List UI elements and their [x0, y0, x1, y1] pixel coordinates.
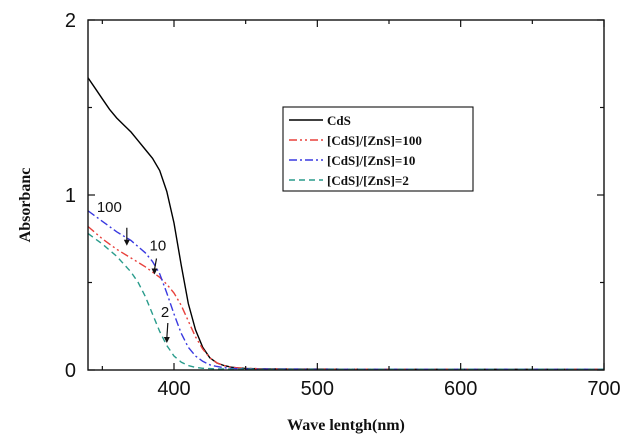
- axes-layer: 400 500 600 700 0 1 2: [65, 10, 621, 400]
- series-line-2: [88, 210, 604, 370]
- y-axis-title: Absorbanc: [17, 168, 34, 243]
- annotation-arrow-1: [153, 258, 158, 270]
- y-tick-label: 1: [65, 185, 76, 207]
- x-tick-label: 500: [301, 378, 334, 400]
- legend-label-2: [CdS]/[ZnS]=10: [327, 153, 415, 168]
- annotation-arrow-2: [166, 322, 169, 339]
- annotation-arrowhead-0: [123, 239, 130, 246]
- annotation-label-2: 2: [161, 304, 169, 321]
- series-line-3: [88, 232, 604, 370]
- legend-label-3: [CdS]/[ZnS]=2: [327, 173, 409, 188]
- x-tick-label: 400: [157, 378, 190, 400]
- x-axis-title: Wave lentgh(nm): [287, 417, 405, 434]
- annotation-arrowhead-1: [151, 268, 158, 275]
- x-tick-label: 700: [587, 378, 620, 400]
- annotation-label-1: 10: [150, 238, 167, 255]
- legend: CdS [CdS]/[ZnS]=100 [CdS]/[ZnS]=10 [CdS]/[Z…: [282, 106, 474, 192]
- annotation-label-0: 100: [97, 199, 122, 216]
- x-tick-label: 600: [444, 378, 477, 400]
- y-tick-label: 2: [65, 10, 76, 32]
- annotation-arrowhead-2: [163, 337, 170, 343]
- legend-label-1: [CdS]/[ZnS]=100: [327, 133, 422, 148]
- annotations: 100 10 2: [97, 199, 170, 343]
- legend-box: [282, 106, 474, 192]
- legend-label-0: CdS: [327, 113, 351, 128]
- y-tick-label: 0: [65, 360, 76, 382]
